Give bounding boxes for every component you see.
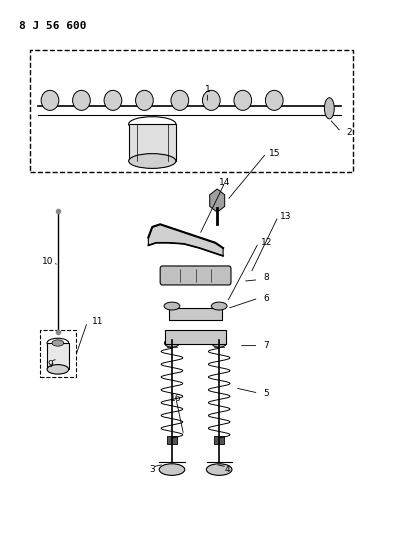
FancyBboxPatch shape — [160, 266, 231, 285]
Text: 3: 3 — [149, 465, 155, 474]
FancyBboxPatch shape — [47, 343, 69, 369]
FancyBboxPatch shape — [129, 124, 176, 161]
Text: 5: 5 — [263, 389, 269, 398]
Ellipse shape — [73, 90, 90, 110]
FancyBboxPatch shape — [169, 308, 222, 320]
Ellipse shape — [234, 90, 252, 110]
Ellipse shape — [202, 90, 220, 110]
FancyBboxPatch shape — [214, 437, 224, 444]
Ellipse shape — [206, 464, 232, 475]
Text: 9: 9 — [47, 360, 53, 369]
Ellipse shape — [41, 90, 59, 110]
Ellipse shape — [104, 90, 122, 110]
Ellipse shape — [212, 339, 227, 347]
Ellipse shape — [324, 98, 334, 119]
Text: 12: 12 — [261, 238, 272, 247]
Ellipse shape — [47, 338, 69, 348]
Text: 16: 16 — [170, 394, 182, 403]
Text: 11: 11 — [91, 317, 103, 326]
Text: 1: 1 — [205, 85, 210, 94]
Ellipse shape — [265, 90, 283, 110]
Text: 15: 15 — [269, 149, 280, 158]
Ellipse shape — [159, 464, 185, 475]
Text: 8: 8 — [263, 272, 269, 281]
Text: 8 J 56 600: 8 J 56 600 — [18, 21, 86, 31]
Text: 14: 14 — [219, 177, 231, 187]
Text: 7: 7 — [263, 341, 269, 350]
Text: 4: 4 — [224, 465, 230, 474]
Text: 6: 6 — [263, 294, 269, 303]
Ellipse shape — [129, 154, 176, 168]
FancyBboxPatch shape — [165, 330, 226, 344]
Ellipse shape — [47, 365, 69, 374]
Ellipse shape — [171, 90, 189, 110]
Ellipse shape — [136, 90, 153, 110]
Ellipse shape — [164, 302, 180, 310]
Polygon shape — [148, 224, 223, 256]
Ellipse shape — [129, 117, 176, 132]
Text: 2: 2 — [346, 127, 352, 136]
Text: 10: 10 — [42, 257, 54, 266]
Ellipse shape — [52, 340, 64, 346]
Ellipse shape — [211, 302, 227, 310]
FancyBboxPatch shape — [167, 437, 177, 444]
Text: 13: 13 — [280, 212, 292, 221]
Ellipse shape — [164, 339, 180, 347]
